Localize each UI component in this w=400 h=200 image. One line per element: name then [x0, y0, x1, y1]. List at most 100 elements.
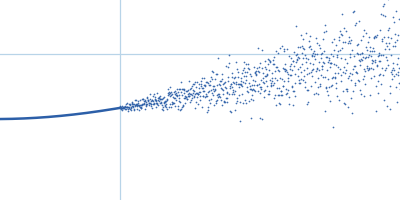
Point — [220, 83, 226, 86]
Point — [129, 105, 135, 108]
Point — [325, 94, 332, 97]
Point — [360, 77, 366, 81]
Point — [267, 59, 274, 62]
Point — [156, 99, 162, 103]
Point — [269, 79, 275, 82]
Point — [222, 101, 228, 104]
Point — [255, 89, 261, 92]
Point — [331, 76, 338, 79]
Point — [359, 51, 366, 55]
Point — [260, 72, 266, 75]
Point — [294, 52, 300, 55]
Point — [360, 29, 367, 32]
Point — [168, 105, 174, 109]
Point — [333, 87, 339, 90]
Point — [302, 85, 308, 88]
Point — [336, 39, 342, 42]
Point — [351, 83, 358, 87]
Point — [316, 69, 322, 72]
Point — [332, 71, 338, 74]
Point — [144, 96, 151, 99]
Point — [216, 94, 222, 97]
Point — [212, 73, 219, 76]
Point — [183, 89, 189, 92]
Point — [348, 38, 354, 41]
Point — [213, 99, 219, 103]
Point — [304, 88, 310, 91]
Point — [327, 66, 333, 69]
Point — [150, 93, 157, 96]
Point — [137, 105, 144, 108]
Point — [230, 92, 237, 95]
Point — [312, 52, 318, 55]
Point — [289, 89, 296, 93]
Point — [161, 95, 167, 99]
Point — [184, 97, 190, 101]
Point — [334, 55, 340, 59]
Point — [149, 106, 155, 109]
Point — [163, 99, 169, 102]
Point — [238, 76, 244, 79]
Point — [172, 91, 179, 95]
Point — [134, 104, 140, 107]
Point — [237, 83, 244, 87]
Point — [278, 90, 284, 93]
Point — [143, 102, 149, 105]
Point — [168, 94, 174, 97]
Point — [261, 96, 267, 99]
Point — [191, 94, 197, 98]
Point — [146, 101, 152, 104]
Point — [319, 67, 325, 70]
Point — [354, 52, 361, 55]
Point — [230, 89, 236, 92]
Point — [301, 47, 307, 51]
Point — [138, 103, 144, 107]
Point — [205, 81, 212, 84]
Point — [178, 80, 184, 84]
Point — [300, 57, 307, 60]
Point — [243, 78, 249, 81]
Point — [306, 45, 312, 48]
Point — [204, 94, 210, 97]
Point — [232, 109, 238, 112]
Point — [256, 71, 262, 74]
Point — [327, 100, 334, 103]
Point — [262, 60, 268, 63]
Point — [392, 40, 398, 43]
Point — [282, 62, 288, 66]
Point — [384, 104, 390, 108]
Point — [250, 79, 256, 82]
Point — [347, 55, 353, 59]
Point — [177, 108, 184, 112]
Point — [226, 54, 232, 57]
Point — [271, 96, 277, 99]
Point — [298, 33, 304, 36]
Point — [134, 107, 141, 110]
Point — [264, 74, 270, 77]
Point — [258, 87, 264, 90]
Point — [166, 93, 172, 96]
Point — [129, 100, 135, 104]
Point — [216, 79, 223, 82]
Point — [122, 108, 128, 111]
Point — [368, 76, 374, 80]
Point — [281, 80, 287, 83]
Point — [118, 106, 124, 109]
Point — [236, 93, 242, 96]
Point — [315, 76, 321, 79]
Point — [218, 79, 224, 82]
Point — [303, 61, 309, 64]
Point — [252, 71, 258, 74]
Point — [373, 36, 379, 39]
Point — [275, 70, 282, 73]
Point — [250, 88, 256, 91]
Point — [271, 56, 278, 59]
Point — [207, 83, 214, 86]
Point — [214, 95, 221, 98]
Point — [391, 20, 398, 23]
Point — [241, 61, 247, 64]
Point — [236, 120, 243, 123]
Point — [384, 58, 390, 62]
Point — [333, 81, 340, 84]
Point — [151, 99, 158, 102]
